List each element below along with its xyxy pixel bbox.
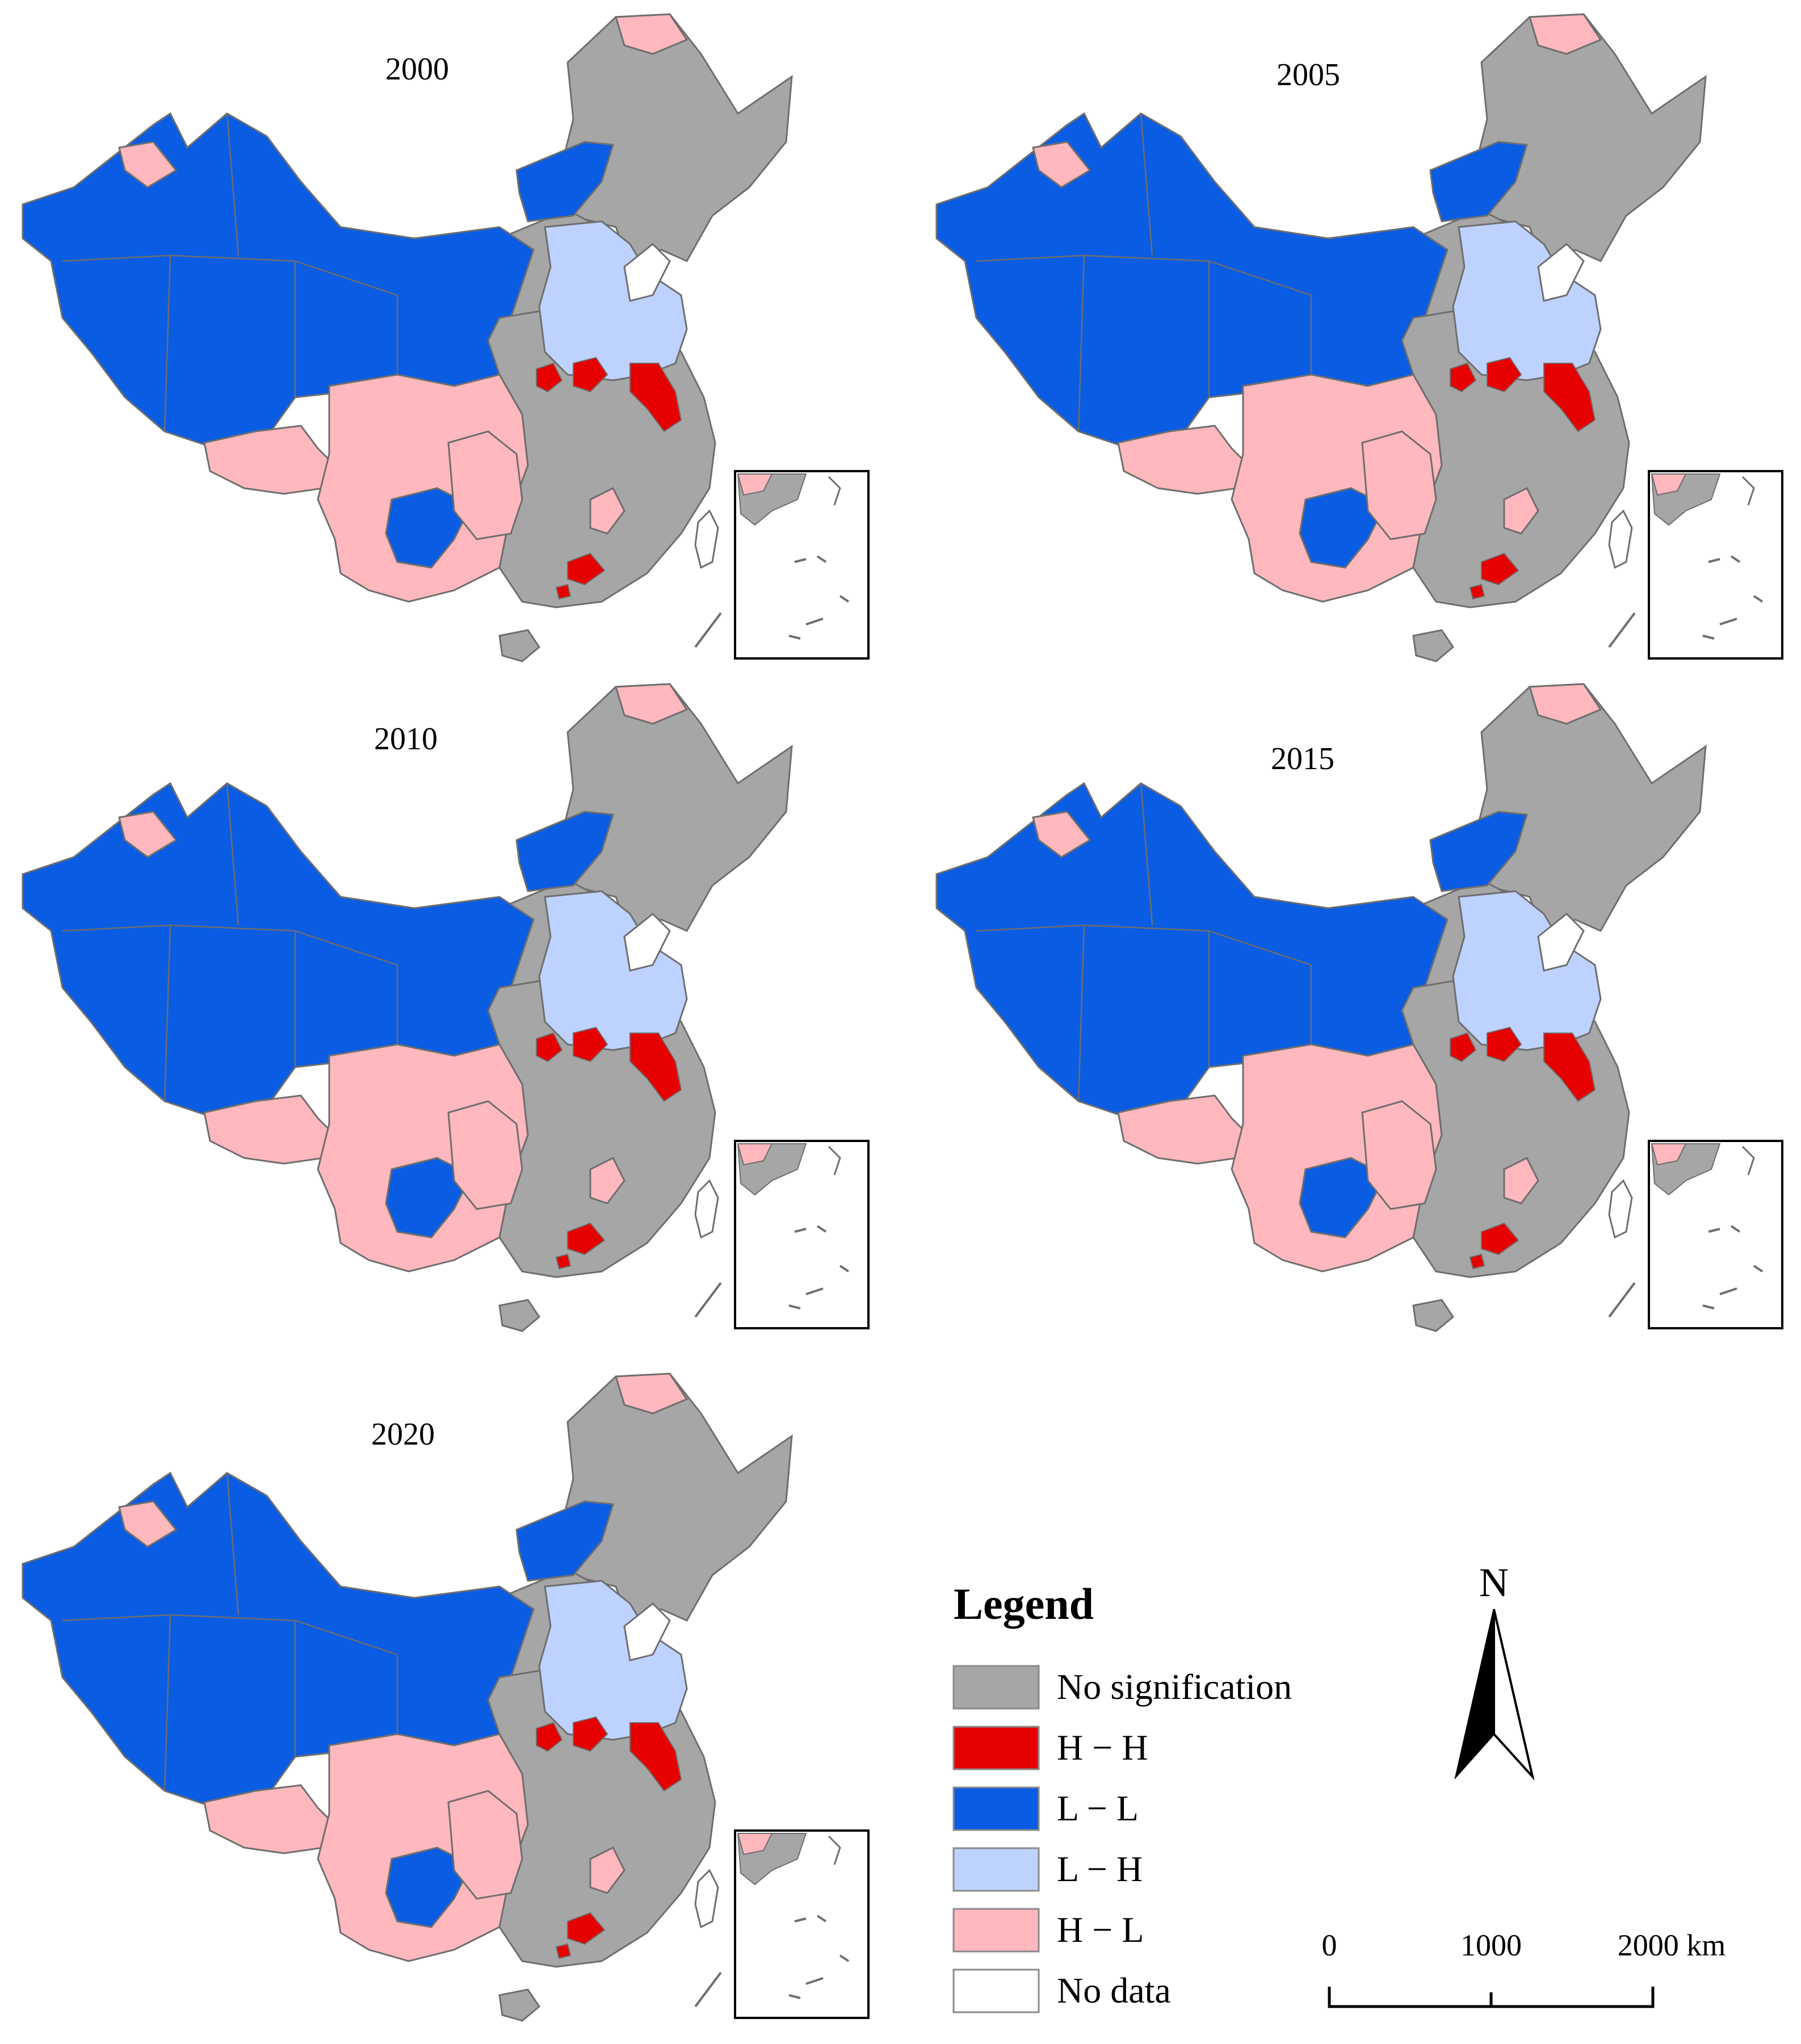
map-year-2020: 2020	[371, 1417, 435, 1452]
legend-swatch-3	[952, 1847, 1040, 1892]
legend-swatch-1	[952, 1726, 1040, 1770]
legend-swatch-4	[952, 1908, 1040, 1953]
legend-label-2: L − L	[1057, 1788, 1139, 1828]
map-panel-2010	[22, 683, 870, 1332]
maps-layer: 2000 2005 2010 2015 2020	[22, 13, 1783, 2022]
map-year-2010: 2010	[374, 721, 438, 757]
china-map-2015	[935, 683, 1783, 1332]
china-map-2020	[22, 1373, 870, 2022]
north-arrow-left-half	[1454, 1609, 1495, 1780]
legend-swatch-0	[952, 1665, 1040, 1710]
legend-swatch-2	[952, 1786, 1040, 1831]
legend-items: No signification H − H L − L L − H H − L No d…	[952, 1665, 1292, 2013]
map-year-2005: 2005	[1277, 57, 1340, 93]
scale-bar: 0 1000 2000 km	[1322, 1928, 1726, 2008]
legend-label-3: L − H	[1057, 1849, 1143, 1889]
china-map-2005	[935, 13, 1783, 662]
legend-label-5: No data	[1057, 1970, 1171, 2011]
map-year-2015: 2015	[1271, 741, 1334, 777]
map-year-2000: 2000	[385, 52, 449, 87]
scale-tick-0: 0	[1322, 1928, 1337, 1962]
map-panel-2020	[22, 1373, 870, 2022]
legend: Legend No signification H − H L − L L − H H …	[952, 1579, 1292, 2013]
legend-label-1: H − H	[1057, 1727, 1148, 1768]
legend-title: Legend	[954, 1579, 1094, 1629]
map-panel-2000	[22, 13, 870, 662]
map-panel-2005	[935, 13, 1783, 662]
map-panel-2015	[935, 683, 1783, 1332]
china-map-2000	[22, 13, 870, 662]
scale-bar-line	[1328, 1987, 1655, 2008]
scale-tick-2000: 2000 km	[1618, 1928, 1726, 1962]
china-map-2010	[22, 683, 870, 1332]
north-arrow-right-half	[1493, 1609, 1535, 1781]
north-arrow-label: N	[1479, 1560, 1509, 1605]
north-arrow: N	[1454, 1560, 1535, 1781]
scale-tick-1000: 1000	[1460, 1928, 1522, 1962]
legend-label-4: H − L	[1057, 1909, 1144, 1950]
legend-swatch-5	[952, 1969, 1040, 2013]
legend-label-0: No signification	[1057, 1667, 1292, 1707]
